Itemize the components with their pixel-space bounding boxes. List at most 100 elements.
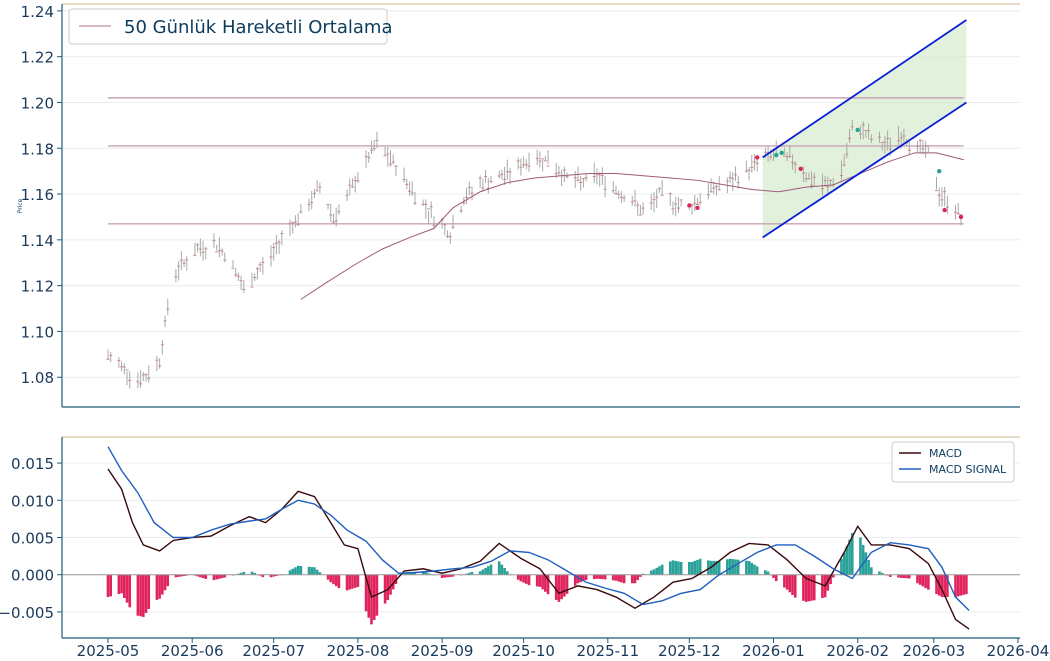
price-y-tick-label: 1.22 <box>21 49 54 67</box>
price-legend-box <box>68 8 388 45</box>
macd-histogram-bar <box>109 574 113 597</box>
macd-histogram-bar <box>921 574 925 587</box>
macd-histogram-bar <box>481 569 485 575</box>
buy-signal-marker <box>855 127 860 133</box>
macd-histogram-bar <box>755 566 759 575</box>
macd-histogram-bar <box>291 568 295 575</box>
macd-histogram-bar <box>470 571 474 575</box>
buy-signal-marker <box>779 150 784 156</box>
macd-histogram-bar <box>677 561 680 575</box>
x-tick-label: 2025-06 <box>161 642 224 660</box>
macd-legend-box <box>891 441 1015 483</box>
macd-histogram-bar <box>668 561 672 575</box>
macd-histogram-bar <box>383 574 387 604</box>
x-tick-label: 2025-12 <box>658 642 721 660</box>
macd-histogram-bar <box>500 564 504 575</box>
macd-histogram-bar <box>774 574 778 582</box>
macd-histogram-bar <box>332 574 335 585</box>
macd-histogram-bar <box>557 574 561 602</box>
macd-histogram-bar <box>337 574 341 589</box>
macd-histogram-bar <box>372 574 376 621</box>
macd-histogram-bar <box>299 566 303 575</box>
macd-histogram-bar <box>592 574 596 580</box>
macd-histogram-bar <box>560 574 563 600</box>
macd-histogram-bar <box>538 574 542 587</box>
macd-histogram-bar <box>310 567 314 575</box>
macd-histogram-bar <box>747 561 751 575</box>
macd-histogram-bar <box>541 574 544 590</box>
macd-histogram-bar <box>237 573 240 575</box>
macd-histogram-bar <box>405 572 409 575</box>
macd-histogram-bar <box>573 574 577 586</box>
macd-histogram-bar <box>215 574 218 580</box>
macd-histogram-bar <box>617 574 620 582</box>
macd-histogram-bar <box>503 568 506 575</box>
macd-histogram-bar <box>391 574 395 590</box>
macd-histogram-bar <box>348 574 352 590</box>
macd-histogram-bar <box>772 574 775 578</box>
macd-histogram-bar <box>128 574 132 608</box>
macd-histogram-bar <box>831 574 835 578</box>
price-panel: 1.08 1.10 1.12 1.14 1.16 1.18 1.20 1.22 1.24 Pri… <box>17 3 1020 408</box>
macd-histogram-bar <box>497 561 501 575</box>
macd-histogram-bar <box>223 574 227 578</box>
macd-histogram-bar <box>715 560 718 575</box>
macd-histogram-bar <box>956 574 960 597</box>
macd-histogram-bar <box>660 564 664 575</box>
macd-histogram-bar <box>166 574 170 587</box>
macd-histogram-bar <box>122 574 126 598</box>
macd-histogram-bar <box>519 574 523 582</box>
macd-histogram-bar <box>880 572 884 575</box>
price-y-tick-label: 1.16 <box>21 186 54 204</box>
macd-y-tick-label: 0.015 <box>11 455 54 473</box>
macd-histogram-bar <box>878 571 881 575</box>
macd-histogram-bar <box>486 566 490 575</box>
macd-histogram-bar <box>829 574 832 585</box>
macd-histogram-bar <box>826 574 830 591</box>
macd-histogram-bar <box>142 574 145 617</box>
macd-histogram-bar <box>954 574 957 598</box>
macd-histogram-bar <box>783 574 786 588</box>
channel-lower-line <box>762 101 967 239</box>
macd-histogram-bar <box>565 574 569 594</box>
macd-histogram-bar <box>465 573 468 575</box>
legend-ma-label: 50 Günlük Hareketli Ortalama <box>124 17 392 38</box>
macd-histogram-bar <box>158 574 161 599</box>
channel-upper-line <box>762 19 967 159</box>
macd-histogram-bar <box>582 574 585 582</box>
macd-histogram-bar <box>940 574 944 598</box>
macd-histogram-bar <box>125 574 129 603</box>
macd-histogram-bar <box>859 537 862 575</box>
macd-histogram-bar <box>965 574 968 595</box>
macd-histogram-bar <box>766 571 770 575</box>
macd-histogram-bar <box>199 574 202 578</box>
macd-histogram-bar <box>527 574 531 586</box>
x-tick-label: 2025-07 <box>242 642 305 660</box>
macd-histogram-bar <box>218 574 221 579</box>
macd-histogram-bar <box>630 574 634 584</box>
macd-histogram-bar <box>315 569 319 575</box>
macd-histogram-bar <box>446 574 449 578</box>
macd-histogram-bar <box>810 574 813 601</box>
price-panel-background <box>62 4 1020 407</box>
macd-histogram-bar <box>899 574 903 578</box>
macd-histogram-bar <box>649 570 653 575</box>
macd-histogram-bar <box>334 574 338 587</box>
macd-histogram-bar <box>707 560 710 575</box>
macd-histogram-bar <box>753 564 756 575</box>
channel-fill <box>762 20 967 238</box>
price-y-tick-label: 1.10 <box>21 323 54 341</box>
macd-histogram-bar <box>726 559 729 575</box>
macd-histogram-bar <box>614 574 618 581</box>
macd-histogram-bar <box>728 558 732 575</box>
macd-x-ticks: 2025-05 2025-06 2025-07 2025-08 2025-09 2025-… <box>77 638 1049 660</box>
macd-histogram-bar <box>584 574 588 581</box>
macd-histogram-bar <box>522 574 525 583</box>
macd-histogram-bar <box>220 574 224 579</box>
macd-histogram-bar <box>620 574 623 583</box>
macd-histogram-bar <box>924 574 927 589</box>
macd-histogram-bar <box>946 574 949 598</box>
macd-histogram-bar <box>106 574 110 598</box>
macd-histogram-bar <box>674 560 678 575</box>
